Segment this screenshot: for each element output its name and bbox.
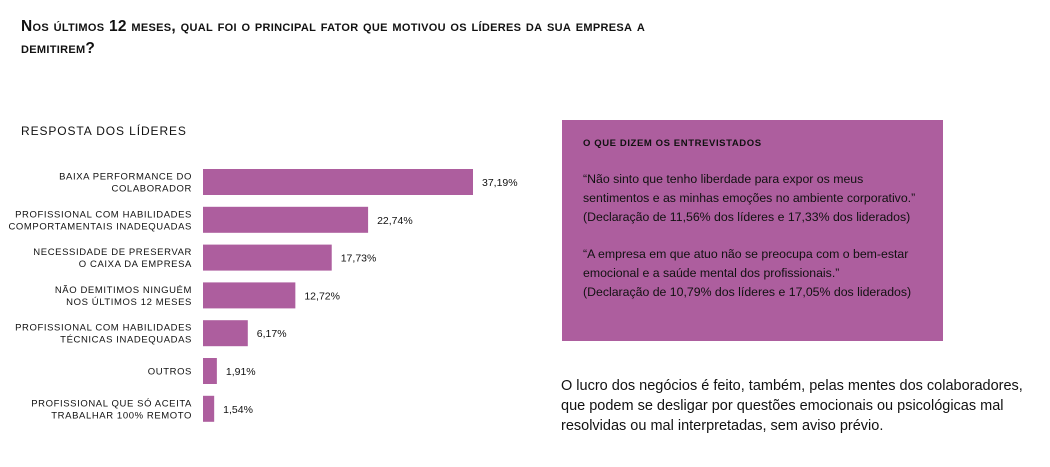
value-label-6: 1,91%	[226, 366, 256, 378]
category-label-5: técnicas inadequadas	[60, 335, 192, 346]
bar-chart: 37,19% Baixa performance docolaborador 22,…	[8, 169, 518, 422]
category-label-3: Necessidade de preservar	[33, 247, 192, 258]
bar-2	[203, 206, 369, 233]
bar-7	[203, 395, 215, 422]
quote-2-source: (Declaração de 10,79% dos líderes e 17,0…	[583, 285, 912, 299]
quote-box: O que dizem os entrevistados “Não sinto …	[562, 120, 943, 341]
category-label-7: Profissional que só aceita	[31, 398, 192, 409]
quote-box-heading: O que dizem os entrevistados	[583, 138, 762, 149]
bar-6	[203, 358, 217, 384]
value-label-5: 6,17%	[257, 328, 287, 340]
category-label-7: trabalhar 100% remoto	[51, 410, 192, 421]
value-label-3: 17,73%	[341, 253, 377, 265]
bar-1	[203, 169, 473, 195]
category-label-2: comportamentais inadequadas	[8, 221, 192, 232]
category-label-5: Profissional com habilidades	[15, 323, 192, 334]
value-label-7: 1,54%	[223, 404, 253, 416]
category-label-3: o caixa da empresa	[79, 259, 192, 270]
value-label-4: 12,72%	[304, 290, 340, 302]
bar-3	[203, 244, 332, 271]
quote-1-source: (Declaração de 11,56% dos líderes e 17,3…	[583, 210, 911, 224]
category-label-1: Baixa performance do	[59, 172, 192, 183]
category-label-6: Outros	[148, 367, 192, 378]
bar-5	[203, 320, 248, 347]
quote-1: “Não sinto que tenho liberdade para expo…	[583, 172, 916, 205]
quote-2: “A empresa em que atuo não se preocupa c…	[583, 247, 909, 280]
category-label-4: nos últimos 12 meses	[66, 297, 192, 308]
bar-4	[203, 282, 296, 309]
chart-title: Nos últimos 12 meses, qual foi o princip…	[21, 18, 646, 57]
value-label-1: 37,19%	[482, 177, 518, 189]
value-label-2: 22,74%	[377, 215, 413, 227]
category-label-4: Não demitimos ninguém	[55, 285, 192, 296]
chart-subtitle: Resposta dos líderes	[21, 124, 187, 138]
footer-text: O lucro dos negócios é feito, também, pe…	[561, 378, 1023, 434]
category-label-2: Profissional com habilidades	[15, 209, 192, 220]
category-label-1: colaborador	[111, 184, 192, 195]
